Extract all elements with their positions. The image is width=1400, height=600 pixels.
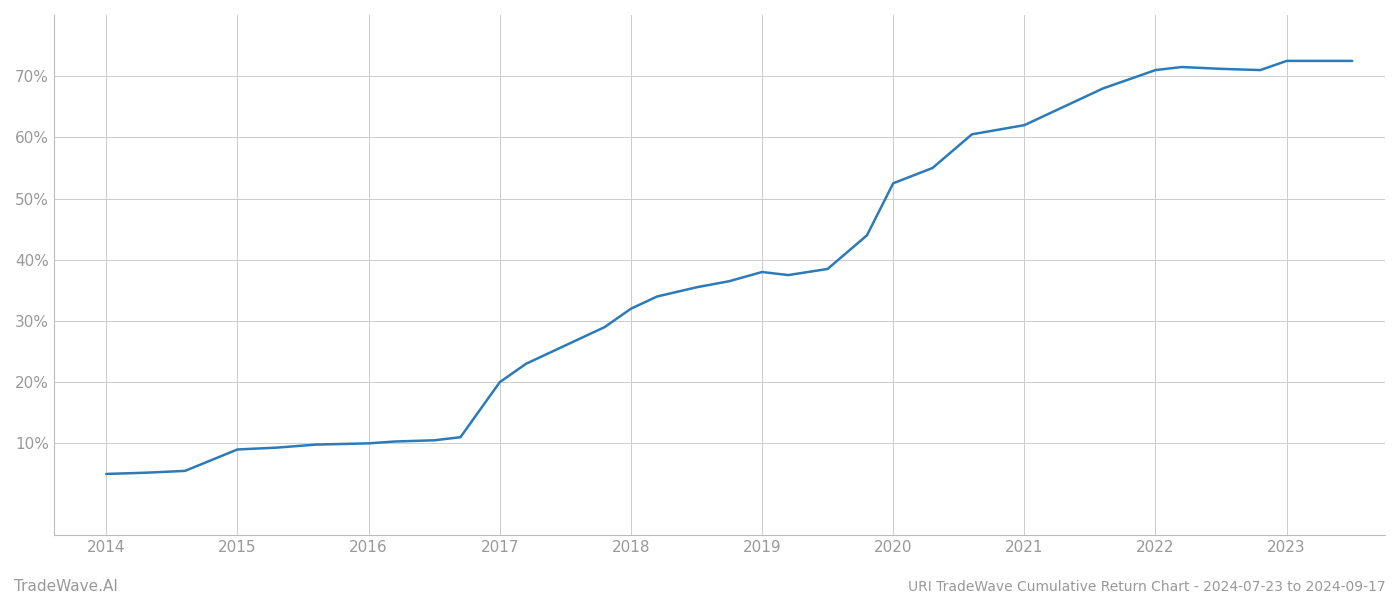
Text: TradeWave.AI: TradeWave.AI bbox=[14, 579, 118, 594]
Text: URI TradeWave Cumulative Return Chart - 2024-07-23 to 2024-09-17: URI TradeWave Cumulative Return Chart - … bbox=[909, 580, 1386, 594]
